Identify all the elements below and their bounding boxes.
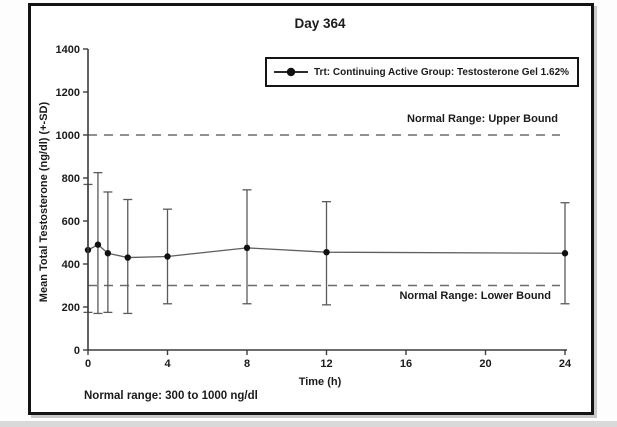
y-tick-label: 0 — [74, 345, 80, 357]
normal-range-footnote: Normal range: 300 to 1000 ng/dl — [84, 390, 258, 402]
page-bottom-edge — [0, 421, 617, 427]
data-point — [561, 250, 569, 257]
x-tick-label: 12 — [320, 358, 332, 370]
x-tick-label: 16 — [400, 358, 412, 370]
lower-bound-label: Normal Range: Lower Bound — [399, 290, 551, 302]
y-tick-label: 1400 — [56, 44, 80, 56]
y-tick-label: 1000 — [56, 130, 80, 142]
y-tick-label: 400 — [62, 259, 80, 271]
data-point — [104, 250, 112, 257]
data-point — [243, 244, 251, 252]
legend-label: Trt: Continuing Active Group: Testostero… — [314, 66, 570, 78]
x-tick-label: 4 — [164, 358, 171, 370]
data-point — [94, 241, 102, 248]
x-axis-title: Time (h) — [298, 376, 342, 388]
y-tick-label: 1200 — [56, 87, 80, 99]
x-tick-label: 24 — [559, 358, 572, 370]
chart-title: Day 364 — [294, 16, 346, 31]
y-axis-title: Mean Total Testosterone (ng/dl) (+-SD) — [38, 101, 50, 303]
y-tick-label: 800 — [62, 173, 80, 185]
legend-line-marker-icon — [274, 67, 308, 77]
y-tick-label: 600 — [62, 216, 80, 228]
data-point — [164, 253, 171, 260]
x-tick-label: 8 — [244, 358, 250, 370]
data-point — [323, 248, 330, 256]
data-point — [124, 254, 131, 261]
legend-box: Trt: Continuing Active Group: Testostero… — [265, 57, 579, 87]
upper-bound-label: Normal Range: Upper Bound — [407, 113, 558, 125]
x-tick-label: 0 — [85, 358, 91, 370]
y-tick-label: 200 — [62, 302, 80, 314]
x-tick-label: 20 — [479, 358, 491, 370]
